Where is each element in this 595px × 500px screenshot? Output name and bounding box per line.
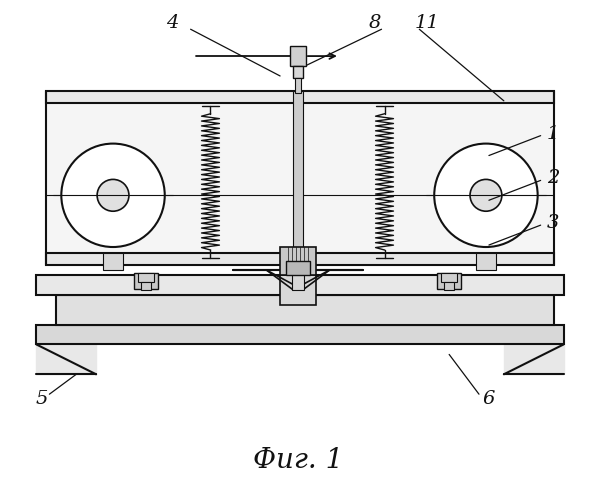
Circle shape: [470, 180, 502, 211]
Bar: [134, 273, 158, 289]
Bar: [437, 273, 461, 289]
Bar: [280, 247, 316, 275]
Bar: [295, 78, 301, 93]
Text: 8: 8: [368, 14, 381, 32]
Text: 11: 11: [415, 14, 440, 32]
Bar: [280, 275, 316, 304]
Bar: [46, 91, 553, 103]
Bar: [46, 253, 553, 265]
Circle shape: [434, 144, 538, 247]
Bar: [293, 91, 303, 265]
Text: 6: 6: [483, 390, 495, 408]
Text: 5: 5: [35, 390, 48, 408]
Bar: [286, 261, 310, 275]
Bar: [290, 46, 306, 66]
Bar: [441, 273, 457, 282]
Bar: [293, 66, 303, 78]
Bar: [141, 282, 151, 290]
Circle shape: [61, 144, 165, 247]
Polygon shape: [36, 344, 96, 374]
Bar: [36, 275, 563, 295]
Bar: [57, 294, 553, 324]
Text: 3: 3: [547, 214, 559, 232]
Circle shape: [97, 180, 129, 211]
Bar: [476, 253, 496, 270]
Polygon shape: [504, 344, 563, 374]
Bar: [103, 253, 123, 270]
Text: Фиг. 1: Фиг. 1: [253, 448, 343, 474]
Bar: [46, 103, 553, 253]
Text: 2: 2: [547, 170, 559, 188]
Bar: [292, 265, 304, 290]
Bar: [36, 324, 563, 344]
Bar: [138, 273, 154, 282]
Text: 1: 1: [547, 124, 559, 142]
Text: 4: 4: [167, 14, 179, 32]
Bar: [444, 282, 454, 290]
